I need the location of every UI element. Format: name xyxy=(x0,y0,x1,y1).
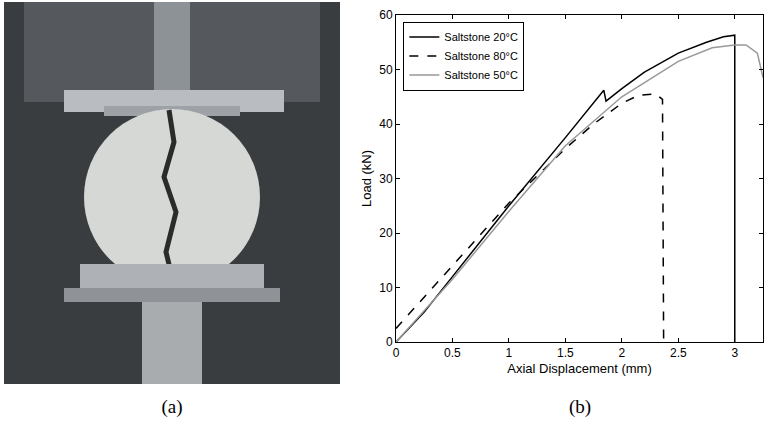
svg-text:Saltstone 50°C: Saltstone 50°C xyxy=(444,69,518,81)
svg-text:20: 20 xyxy=(379,226,393,240)
svg-text:0.5: 0.5 xyxy=(444,346,461,360)
svg-text:10: 10 xyxy=(379,281,393,295)
svg-text:1: 1 xyxy=(506,346,513,360)
svg-text:1.5: 1.5 xyxy=(557,346,574,360)
svg-text:2.5: 2.5 xyxy=(670,346,687,360)
svg-text:Load (kN): Load (kN) xyxy=(359,150,374,207)
svg-text:2: 2 xyxy=(619,346,626,360)
svg-text:Saltstone 20°C: Saltstone 20°C xyxy=(444,31,518,43)
svg-text:3: 3 xyxy=(731,346,738,360)
html-text:(a): (a) xyxy=(161,396,183,417)
svg-text:50: 50 xyxy=(379,63,393,77)
html-text:(b): (b) xyxy=(568,396,592,417)
svg-text:30: 30 xyxy=(379,172,393,186)
svg-text:40: 40 xyxy=(379,117,393,131)
svg-text:Saltstone 80°C: Saltstone 80°C xyxy=(444,50,518,62)
svg-text:Axial Displacement (mm): Axial Displacement (mm) xyxy=(507,361,651,376)
svg-text:0: 0 xyxy=(393,346,400,360)
svg-text:60: 60 xyxy=(379,8,393,22)
svg-text:0: 0 xyxy=(386,335,393,349)
